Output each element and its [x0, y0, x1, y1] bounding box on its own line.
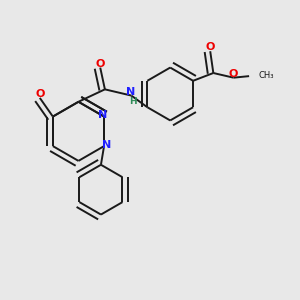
Text: O: O [35, 89, 44, 99]
Text: O: O [95, 59, 105, 69]
Text: N: N [102, 140, 111, 150]
Text: N: N [98, 110, 107, 120]
Text: N: N [126, 88, 135, 98]
Text: CH₃: CH₃ [258, 71, 274, 80]
Text: H: H [129, 97, 137, 106]
Text: O: O [229, 69, 238, 79]
Text: O: O [206, 42, 215, 52]
